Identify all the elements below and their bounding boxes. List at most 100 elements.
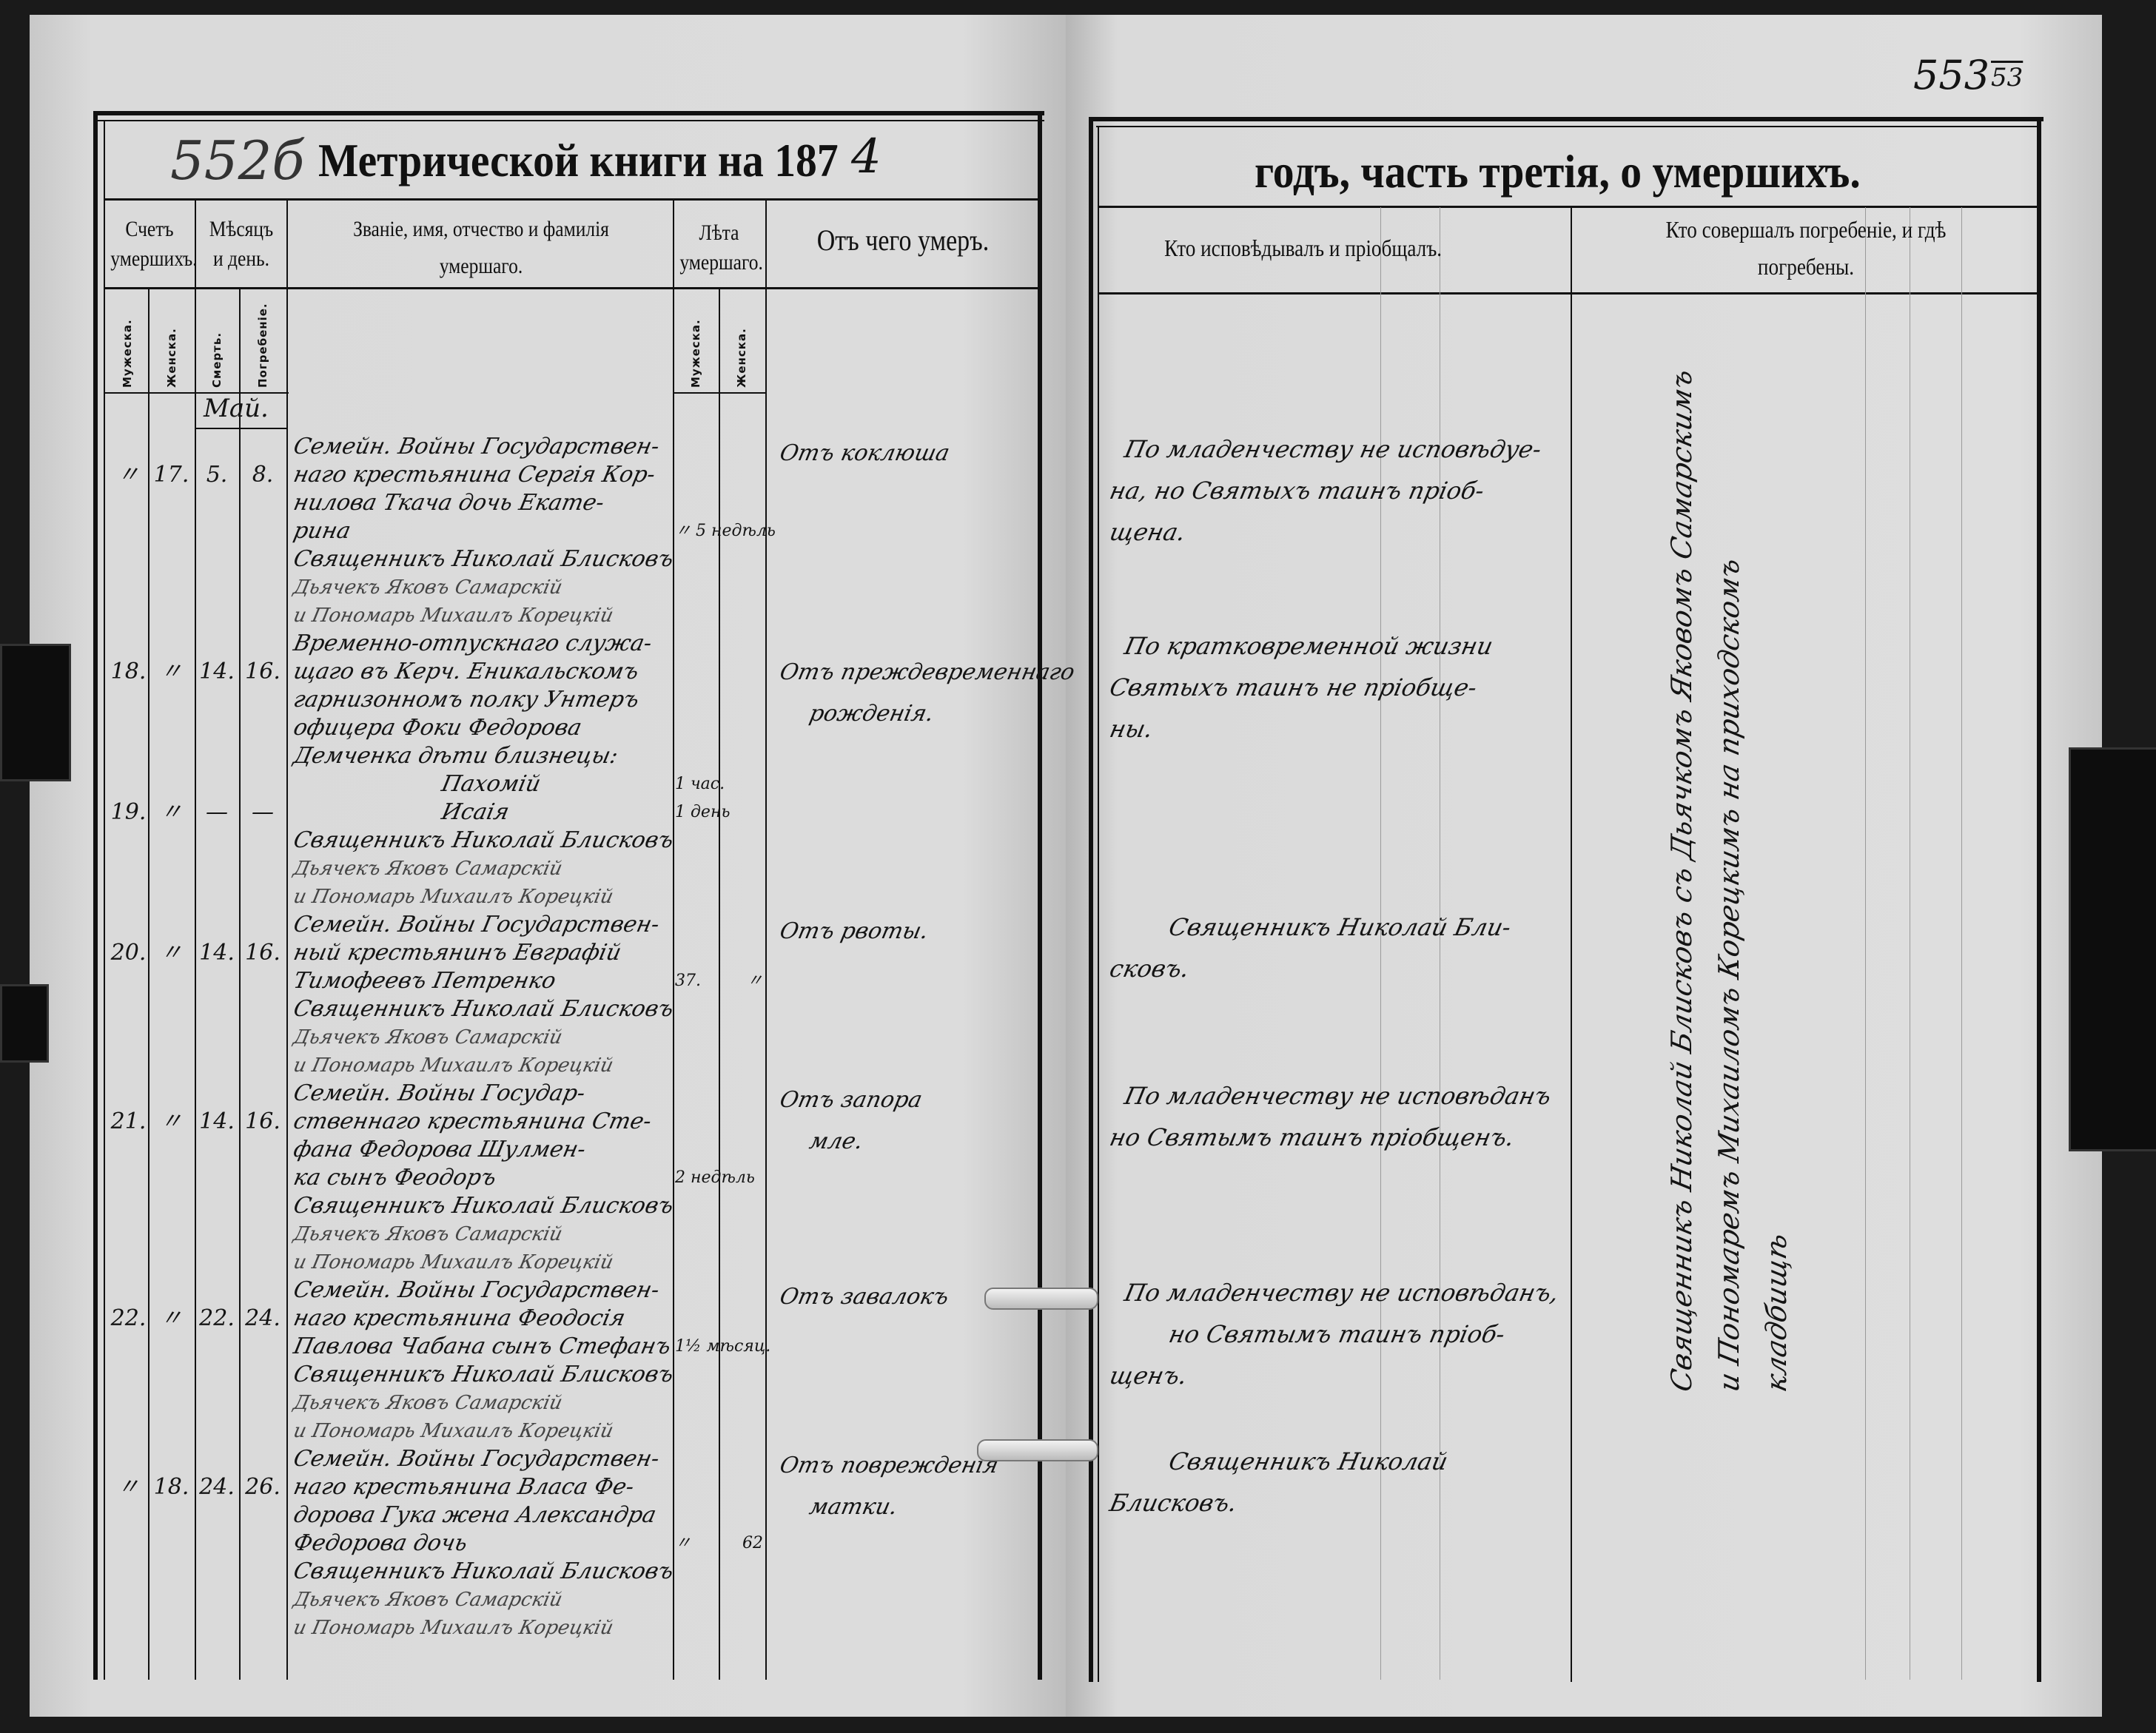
- entry-name-line: Исаія: [439, 799, 512, 825]
- entry-death-day-cell: 14.: [195, 630, 239, 686]
- entry-name-line: Дьячекъ Яковъ Самарскій: [291, 576, 565, 599]
- entry-name-cell: Семейн. Войны Государ-ственнаго крестьян…: [286, 1080, 676, 1276]
- header-age: Лѣта умершаго.: [679, 221, 763, 275]
- confession-line: щенъ.: [1106, 1362, 1190, 1390]
- entry-cause-cell: Отъ преждевременнаго рожденія.: [765, 630, 1077, 735]
- entry-burial-day: —: [252, 799, 274, 825]
- confession-line: щена.: [1106, 518, 1189, 546]
- entry-age-cell: 〃 62: [673, 1445, 765, 1558]
- entry-cause-cell: Отъ коклюша: [765, 433, 1038, 474]
- entry-name-line: Семейн. Войны Государствен-: [291, 434, 662, 460]
- burial-note-line: Священникъ Николай Блисковъ съ Дьячкомъ …: [1665, 366, 1698, 1395]
- entry-name-line: Федорова дочь: [291, 1530, 470, 1556]
- right-page-number-alt: 53: [1991, 63, 2024, 92]
- entry-burial-day: 16.: [245, 940, 281, 966]
- entry-age-male: 〃: [675, 522, 692, 540]
- header-burial-line1: Кто совершалъ погребеніе, и гдѣ: [1665, 216, 1947, 243]
- entry-name-cell: Временно-отпускнаго служа-щаго въ Керч. …: [286, 630, 673, 798]
- entry-name-cell: Семейн. Войны Государствен-наго крестьян…: [286, 1276, 676, 1445]
- entry-name-line: Демченка дѣти близнецы:: [291, 743, 621, 769]
- entry-cause: Отъ рвоты.: [777, 918, 931, 944]
- entry-age-male: 1½ мѣсяц.: [675, 1337, 771, 1356]
- entry-death-day-cell: —: [195, 798, 239, 827]
- entry-death-day-cell: 14.: [195, 911, 239, 967]
- right-page-number: 553: [1913, 52, 1990, 98]
- entry-cause-cell: Отъ рвоты.: [765, 911, 1038, 952]
- header-name: Званіе, имя, отчество и фамилія умершаго…: [353, 217, 609, 278]
- confession-line: но Святымъ таинъ пріобщенъ.: [1106, 1123, 1517, 1151]
- binding-tab-left-lower: [0, 984, 49, 1063]
- entry-name-line: ственнаго крестьянина Сте-: [291, 1108, 654, 1134]
- entry-male-count: 〃: [117, 462, 140, 488]
- entry-burial-day-cell: 26.: [239, 1445, 286, 1501]
- entry-name-line: Пахомій: [439, 771, 543, 797]
- entry-death-day: 14.: [199, 1108, 235, 1134]
- death-entry-row: 19. 〃 — — Исаія Священникъ Николай Блисковъ Дь…: [109, 798, 1038, 911]
- confession-line: ны.: [1106, 715, 1156, 743]
- entry-male-count-cell: 19.: [109, 798, 148, 827]
- confession-line: По кратковременной жизни: [1121, 632, 1496, 660]
- entry-name-line: гарнизонномъ полку Унтеръ: [291, 687, 642, 713]
- entry-female-count-cell: 18.: [148, 1445, 195, 1501]
- entry-female-count: 〃: [160, 1305, 183, 1331]
- confession-line: По младенчеству не исповѣдуе-: [1121, 435, 1545, 463]
- entry-name-line: Дьячекъ Яковъ Самарскій: [291, 1392, 565, 1414]
- entry-age-male: 〃: [675, 1534, 692, 1552]
- entry-female-count-cell: 〃: [148, 798, 195, 827]
- entry-name-line: щаго въ Керч. Еникальскомъ: [291, 659, 642, 684]
- entry-name-line: Дьячекъ Яковъ Самарскій: [291, 858, 565, 880]
- entry-female-count-cell: 〃: [148, 911, 195, 967]
- death-entry-row: 18. 〃 14. 16. Временно-отпускнаго служа-щаго…: [109, 630, 1078, 798]
- entry-male-count-cell: 18.: [109, 630, 148, 686]
- confession-line: сковъ.: [1106, 955, 1192, 983]
- entry-cause-cell: Отъ запора мле.: [765, 1080, 1038, 1162]
- death-entries: 〃 17. 5. 8. Семейн. Войны Государствен-наго …: [109, 433, 1078, 1642]
- right-page-title: годъ, часть третія, о умершихъ.: [1255, 145, 1861, 198]
- burial-note-line: и Пономаремъ Михаиломъ Корецкимъ на прих…: [1713, 555, 1745, 1395]
- entry-age-cell: 2 недѣль: [673, 1080, 765, 1192]
- header-month-day: Мѣсяцъ и день.: [209, 217, 274, 271]
- confession-line: Блисковъ.: [1106, 1489, 1240, 1517]
- entry-name-line: Священникъ Николай Блисковъ: [291, 1362, 676, 1387]
- entry-male-count: 〃: [117, 1474, 140, 1500]
- entry-name-line: и Пономарь Михаилъ Корецкій: [291, 886, 616, 908]
- entry-cause: матки.: [807, 1494, 900, 1520]
- left-page-title: Метрической книги на 187: [318, 134, 839, 186]
- entry-name-line: Семейн. Войны Государствен-: [291, 1277, 662, 1303]
- entry-burial-day-cell: 16.: [239, 630, 286, 686]
- entry-age-female: 62: [742, 1534, 763, 1552]
- entry-name-line: Временно-отпускнаго служа-: [291, 630, 654, 656]
- confession-line: на, но Святыхъ таинъ пріоб-: [1106, 477, 1487, 505]
- burial-note-line: кладбищѣ: [1760, 1230, 1793, 1395]
- entry-name-cell: Семейн. Войны Государствен-ный крестьяни…: [286, 911, 676, 1080]
- entry-male-count: 18.: [110, 659, 147, 684]
- entry-name-line: ка сынъ Феодоръ: [291, 1165, 499, 1191]
- entry-age-cell: 1 день: [673, 798, 765, 827]
- entry-cause: мле.: [807, 1128, 866, 1154]
- entry-death-day: —: [206, 799, 228, 825]
- entry-name-line: Семейн. Войны Государствен-: [291, 912, 662, 938]
- entry-age-male: 1 час.: [675, 775, 725, 793]
- header-confession: Кто исповѣдывалъ и пріобщалъ.: [1164, 235, 1443, 261]
- confession-line: По младенчеству не исповѣданъ: [1121, 1082, 1554, 1110]
- entry-death-day: 24.: [199, 1474, 235, 1500]
- entry-name-line: Священникъ Николай Блисковъ: [291, 827, 676, 853]
- entry-burial-day: 24.: [245, 1305, 281, 1331]
- death-entry-row: 20. 〃 14. 16. Семейн. Войны Государствен-ный…: [109, 911, 1038, 1080]
- entry-male-count-cell: 20.: [109, 911, 148, 967]
- header-burial-line2: погребены.: [1757, 253, 1855, 280]
- entry-burial-day: 8.: [252, 462, 274, 488]
- entry-age-male: 37.: [675, 972, 701, 990]
- entry-name-cell: Семейн. Войны Государствен-наго крестьян…: [286, 1445, 676, 1642]
- entry-name-line: Дьячекъ Яковъ Самарскій: [291, 1589, 565, 1611]
- entry-male-count-cell: 〃: [109, 1445, 148, 1501]
- entry-female-count-cell: 17.: [148, 433, 195, 489]
- entry-age-cell: 1½ мѣсяц.: [673, 1276, 770, 1361]
- confession-line: Священникъ Николай: [1166, 1447, 1451, 1475]
- entry-name-line: дорова Гука жена Александра: [291, 1502, 659, 1528]
- entry-female-count-cell: 〃: [148, 630, 195, 686]
- entry-name-cell: Семейн. Войны Государствен-наго крестьян…: [286, 433, 676, 630]
- binding-tab-left: [0, 644, 71, 781]
- confession-line: но Святымъ таинъ пріоб-: [1166, 1320, 1508, 1348]
- entry-name-line: и Пономарь Михаилъ Корецкій: [291, 1617, 616, 1639]
